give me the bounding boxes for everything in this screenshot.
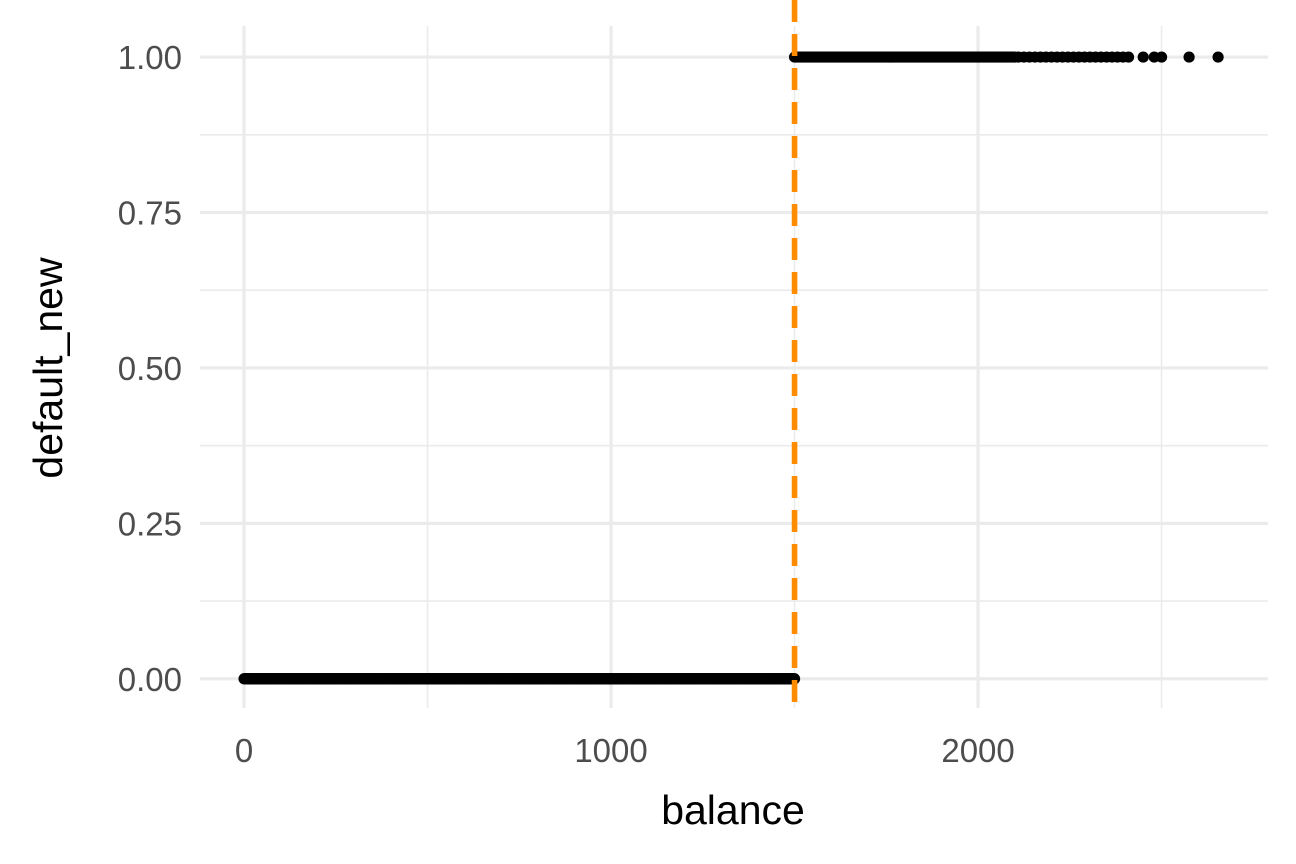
grid-lines [200, 26, 1268, 708]
x-tick-label: 0 [235, 732, 253, 769]
data-point [1122, 51, 1135, 63]
y-axis-tick-labels: 0.00 0.25 0.50 0.75 1.00 [118, 39, 182, 698]
y-tick-label: 0.50 [118, 350, 182, 387]
data-points [238, 51, 1224, 685]
y-tick-label: 1.00 [118, 39, 182, 76]
data-point [1137, 51, 1149, 63]
data-point [1155, 51, 1168, 63]
x-tick-label: 1000 [574, 732, 647, 769]
y-tick-label: 0.75 [118, 195, 182, 232]
x-axis-tick-labels: 0 1000 2000 [235, 732, 1015, 769]
y-tick-label: 0.00 [118, 661, 182, 698]
y-tick-label: 0.25 [118, 505, 182, 542]
x-axis-title: balance [661, 787, 805, 833]
x-tick-label: 2000 [941, 732, 1014, 769]
data-point [1212, 51, 1224, 63]
data-point [1183, 51, 1195, 63]
y-axis-title: default_new [25, 257, 71, 479]
